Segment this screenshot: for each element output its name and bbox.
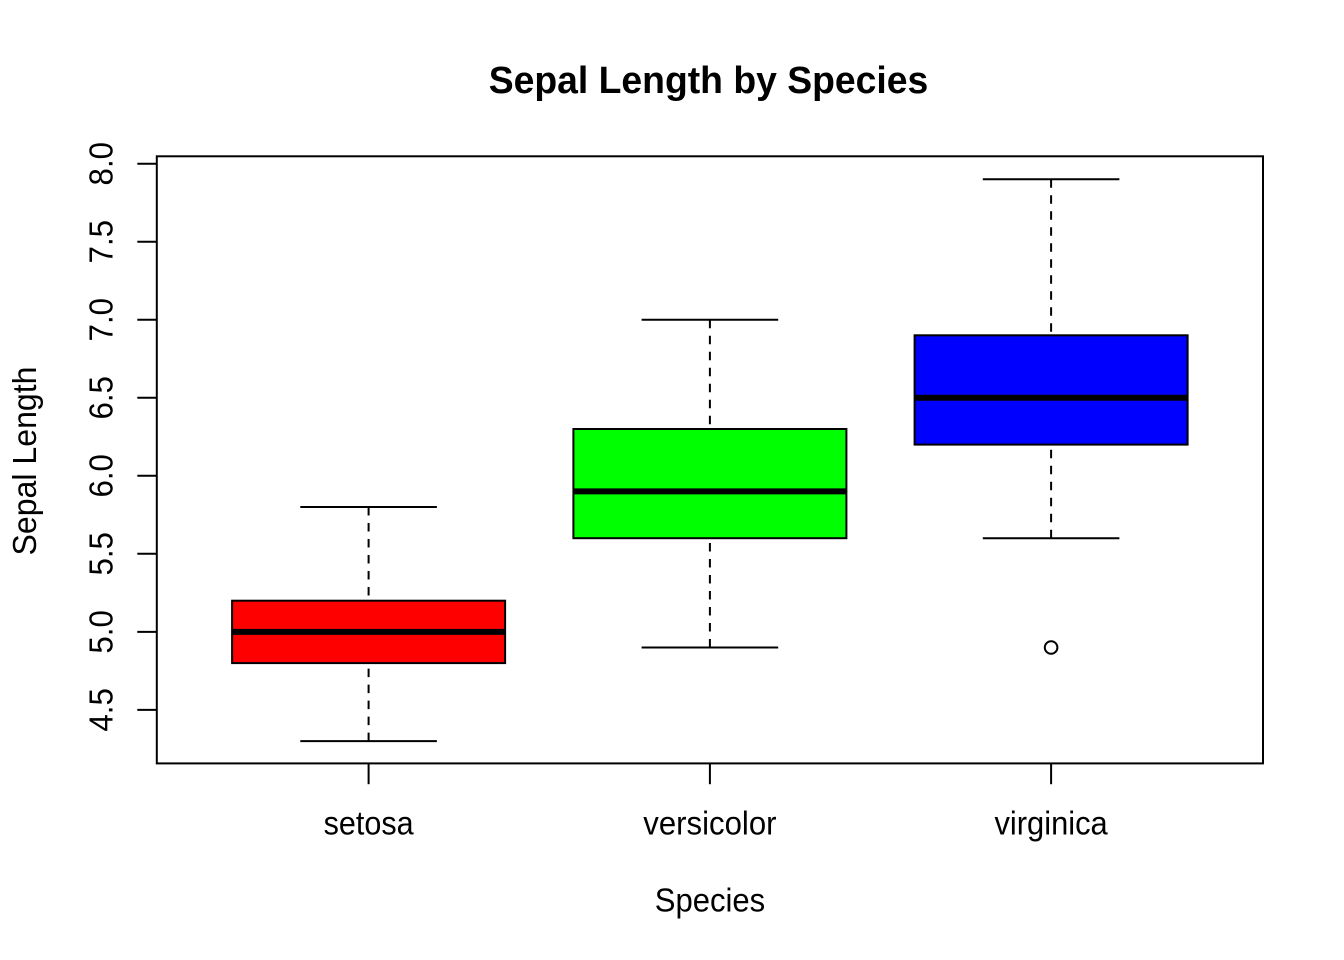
svg-text:6.5: 6.5 [84,376,121,420]
svg-text:versicolor: versicolor [643,806,776,843]
svg-text:setosa: setosa [324,806,414,843]
svg-text:4.5: 4.5 [84,688,121,732]
svg-text:7.0: 7.0 [84,298,121,342]
svg-text:6.0: 6.0 [84,454,121,498]
svg-text:5.5: 5.5 [84,532,121,576]
svg-text:virginica: virginica [995,806,1109,843]
svg-text:Sepal Length: Sepal Length [7,367,44,556]
svg-text:5.0: 5.0 [84,610,121,654]
svg-text:Sepal Length by Species: Sepal Length by Species [489,59,929,102]
svg-text:7.5: 7.5 [84,220,121,264]
svg-text:8.0: 8.0 [84,142,121,186]
svg-text:Species: Species [655,883,765,920]
